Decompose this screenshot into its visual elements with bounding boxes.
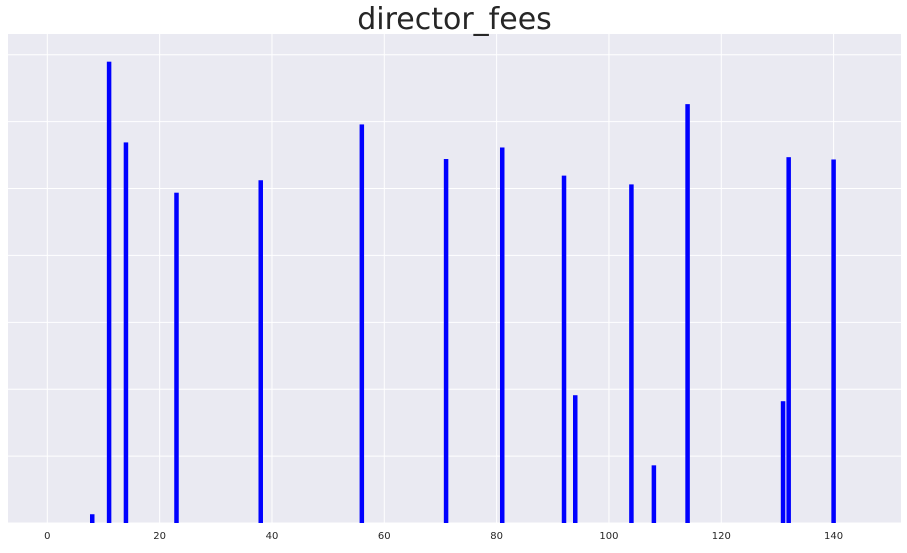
x-tick-label: 100 — [599, 531, 618, 542]
bar — [359, 124, 365, 523]
bar — [443, 159, 449, 523]
x-tick-label: 80 — [490, 531, 503, 542]
bar — [780, 401, 786, 523]
bar — [786, 157, 791, 523]
bar — [561, 175, 567, 523]
bar — [89, 514, 95, 523]
x-tick-label: 0 — [44, 531, 50, 542]
bar — [106, 61, 112, 523]
x-tick-label: 40 — [266, 531, 279, 542]
bar — [831, 159, 836, 523]
x-tick-label: 60 — [378, 531, 391, 542]
bar — [573, 395, 578, 523]
bar — [174, 192, 179, 523]
x-tick-label: 20 — [153, 531, 166, 542]
bar — [685, 104, 690, 523]
bar — [258, 180, 263, 523]
bar — [123, 142, 129, 523]
x-tick-labels: 0 20 40 60 80 100 120 140 — [44, 531, 843, 542]
x-tick-label: 140 — [824, 531, 843, 542]
grid-lines — [8, 34, 901, 524]
bar — [651, 465, 657, 523]
plot-area — [8, 34, 901, 523]
bar — [629, 184, 634, 523]
chart-title: director_fees — [357, 2, 552, 37]
bars — [89, 61, 836, 523]
bar — [499, 147, 505, 523]
x-tick-label: 120 — [712, 531, 731, 542]
